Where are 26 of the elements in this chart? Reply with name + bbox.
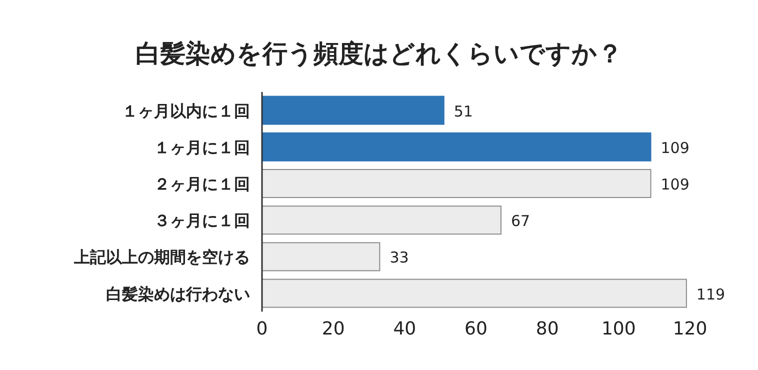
data-label: 109 [660, 176, 690, 194]
bar [262, 132, 652, 162]
x-tick-label: 0 [256, 318, 268, 340]
y-tick-label: １ヶ月以内に１回 [122, 101, 250, 120]
y-tick-label: 上記以上の期間を空ける [73, 248, 250, 267]
x-tick-label: 60 [464, 318, 488, 340]
y-tick-label: 白髪染めは行わない [106, 284, 250, 304]
data-label: 51 [454, 102, 473, 120]
chart-title: 白髪染めを行う頻度はどれくらいですか？ [136, 39, 622, 68]
x-tick-label: 40 [393, 318, 416, 340]
data-label: 119 [696, 285, 726, 304]
x-tick-label: 80 [536, 318, 559, 340]
x-tick-label: 100 [601, 318, 636, 340]
y-tick-label: １ヶ月に１回 [154, 138, 250, 157]
bar [262, 169, 652, 198]
bar [262, 206, 502, 235]
bar [262, 278, 687, 308]
data-label: 67 [510, 212, 530, 230]
y-tick-label: ３ヶ月に１回 [154, 211, 250, 230]
bar [262, 96, 444, 125]
data-label: 109 [660, 138, 690, 157]
data-label: 33 [390, 248, 409, 267]
x-tick-label: 20 [322, 318, 345, 340]
bar [262, 242, 380, 272]
x-tick-label: 120 [672, 318, 708, 340]
y-tick-label: ２ヶ月に１回 [154, 174, 250, 194]
